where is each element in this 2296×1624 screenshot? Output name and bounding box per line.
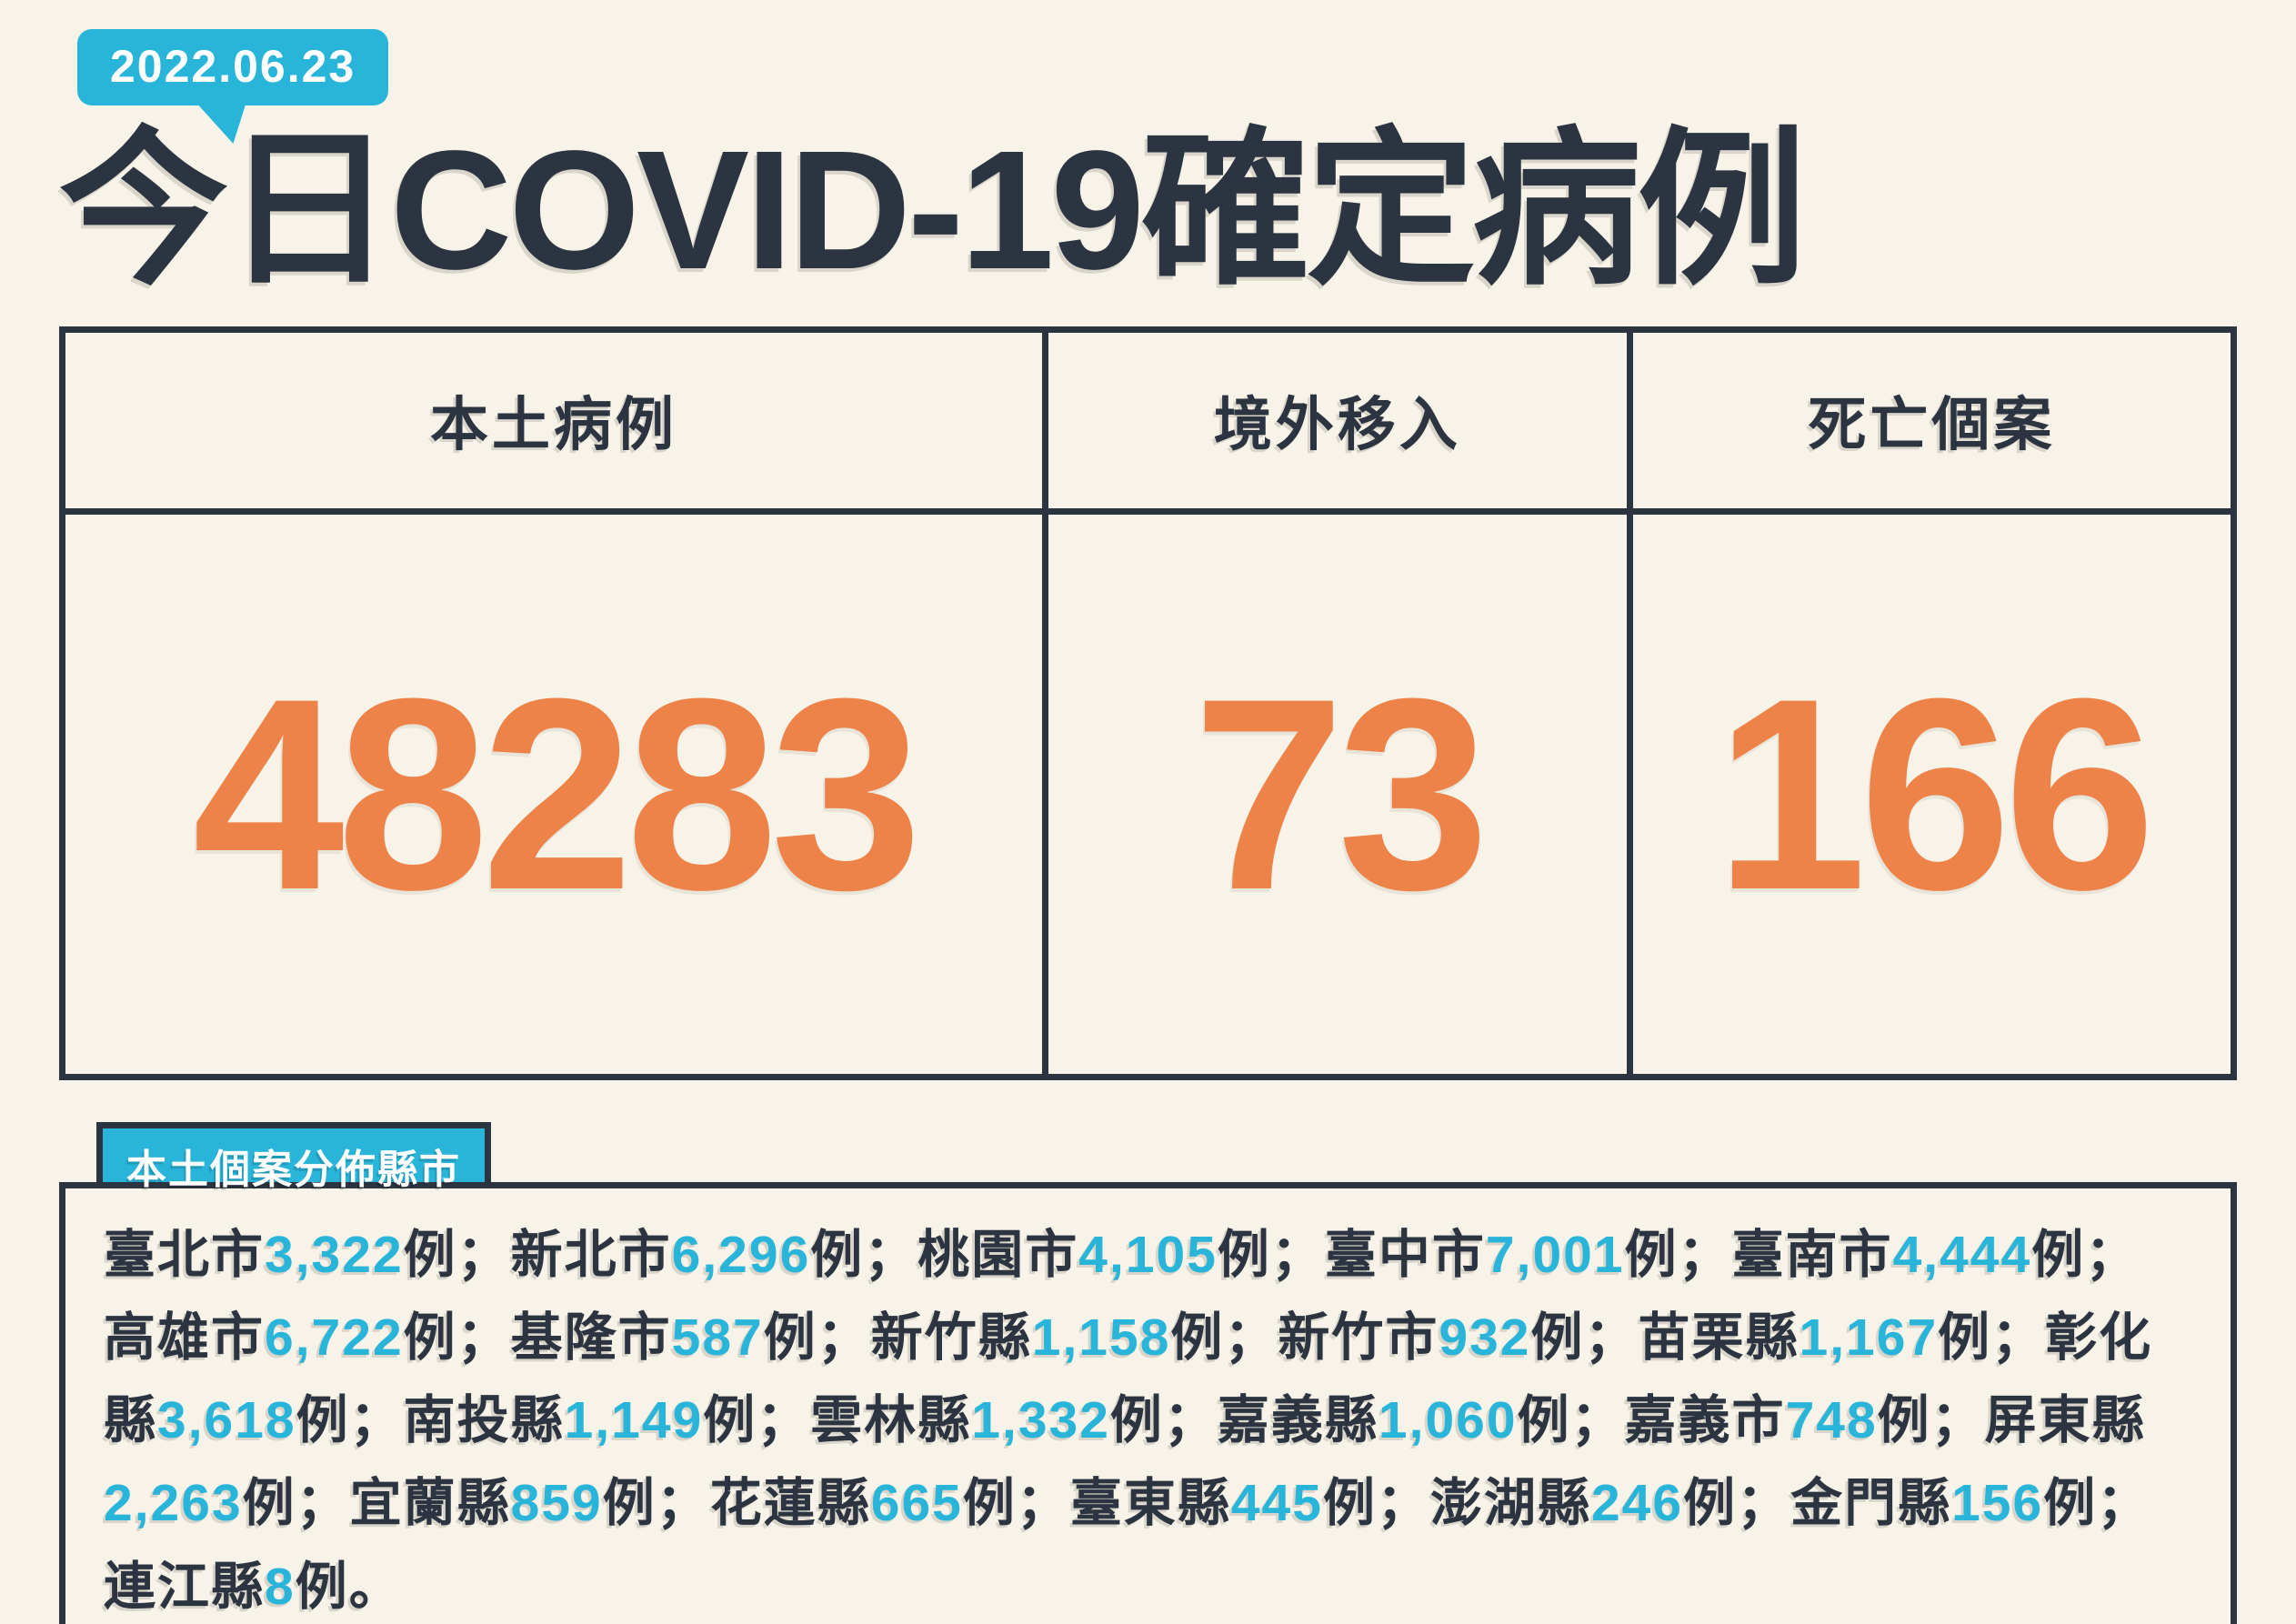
region-count: 6,296: [671, 1225, 811, 1284]
value-cell-local: 48283: [65, 514, 1048, 1074]
region-count: 246: [1590, 1474, 1684, 1533]
region-name: 臺中市: [1324, 1225, 1486, 1284]
region-name: 臺南市: [1731, 1225, 1893, 1284]
region-suffix: 例；: [1877, 1391, 1985, 1450]
region-suffix: 例；: [1170, 1308, 1278, 1368]
region-name: 澎湖縣: [1429, 1474, 1591, 1533]
region-count: 2,263: [104, 1474, 243, 1533]
region-count: 1,149: [564, 1391, 704, 1450]
region-suffix: 例；: [602, 1474, 710, 1533]
date-badge: 2022.06.23: [77, 29, 389, 144]
region-count: 859: [510, 1474, 603, 1533]
page-title: 今日COVID-19確定病例: [59, 116, 1807, 305]
summary-table: 本土病例 境外移入 死亡個案 48283 73 166: [59, 326, 2237, 1080]
region-name: 雲林縣: [810, 1391, 972, 1450]
region-suffix: 例；: [1624, 1225, 1732, 1284]
region-name: 彰化縣: [104, 1308, 2153, 1450]
header-cell-imported: 境外移入: [1048, 332, 1633, 515]
region-name: 新竹縣: [870, 1308, 1032, 1368]
region-count: 1,332: [971, 1391, 1110, 1450]
region-suffix: 例；: [1217, 1225, 1325, 1284]
region-suffix: 例；: [403, 1308, 511, 1368]
region-name: 桃園市: [917, 1225, 1079, 1284]
region-name: 宜蘭縣: [349, 1474, 511, 1533]
region-name: 花蓮縣: [709, 1474, 871, 1533]
value-cell-imported: 73: [1048, 514, 1633, 1074]
region-name: 苗栗縣: [1638, 1308, 1800, 1368]
region-suffix: 例；: [810, 1225, 918, 1284]
region-name: 南投縣: [403, 1391, 565, 1450]
region-name: 新竹市: [1278, 1308, 1439, 1368]
header-label-deaths: 死亡個案: [1808, 392, 2056, 458]
region-name: 連江縣: [104, 1557, 265, 1616]
imported-cases-value: 73: [1193, 641, 1489, 947]
header-cell-local: 本土病例: [65, 332, 1048, 515]
region-suffix: 例；: [403, 1225, 511, 1284]
region-count: 3,322: [265, 1225, 404, 1284]
region-suffix: 例；: [1938, 1308, 2046, 1368]
region-name: 高雄市: [104, 1308, 265, 1368]
region-count: 3,618: [157, 1391, 296, 1450]
region-count: 445: [1230, 1474, 1323, 1533]
region-count: 156: [1951, 1474, 2044, 1533]
region-count: 587: [671, 1308, 764, 1368]
distribution-tab: 本土個案分佈縣市: [96, 1121, 491, 1192]
region-suffix: 例；: [1683, 1474, 1791, 1533]
distribution-tab-label: 本土個案分佈縣市: [126, 1147, 461, 1192]
region-count: 1,158: [1031, 1308, 1171, 1368]
header-label-imported: 境外移入: [1213, 392, 1461, 458]
region-name: 新北市: [510, 1225, 672, 1284]
region-name: 基隆市: [510, 1308, 672, 1368]
region-suffix: 例；: [962, 1474, 1070, 1533]
region-name: 嘉義市: [1624, 1391, 1786, 1450]
region-suffix: 例；: [242, 1474, 350, 1533]
region-name: 嘉義縣: [1217, 1391, 1379, 1450]
region-count: 4,444: [1892, 1225, 2032, 1284]
region-suffix: 例；: [763, 1308, 871, 1368]
region-suffix: 例；: [1517, 1391, 1625, 1450]
region-suffix: 例；: [296, 1391, 404, 1450]
region-suffix: 例；: [703, 1391, 811, 1450]
region-suffix: 例；: [1109, 1391, 1218, 1450]
distribution-box: 本土個案分佈縣市 臺北市3,322例；新北市6,296例；桃園市4,105例；臺…: [59, 1121, 2237, 1624]
header-cell-deaths: 死亡個案: [1632, 333, 2231, 515]
region-name: 屏東縣: [1984, 1391, 2146, 1450]
deaths-value: 166: [1715, 641, 2156, 947]
region-suffix: 例。: [295, 1557, 403, 1616]
distribution-text: 臺北市3,322例；新北市6,296例；桃園市4,105例；臺中市7,001例；…: [104, 1214, 2192, 1624]
region-count: 932: [1439, 1308, 1531, 1368]
local-cases-value: 48283: [192, 641, 922, 947]
region-count: 665: [870, 1474, 963, 1533]
header-label-local: 本土病例: [429, 392, 677, 458]
region-count: 4,105: [1078, 1225, 1218, 1284]
region-suffix: 例；: [1322, 1474, 1430, 1533]
region-count: 7,001: [1485, 1225, 1625, 1284]
region-count: 1,060: [1378, 1391, 1518, 1450]
region-count: 1,167: [1799, 1308, 1939, 1368]
region-suffix: 例；: [2031, 1225, 2140, 1284]
region-suffix: 例；: [1530, 1308, 1639, 1368]
region-name: 金門縣: [1790, 1474, 1952, 1533]
date-badge-label: 2022.06.23: [110, 41, 356, 92]
value-cell-deaths: 166: [1633, 515, 2231, 1074]
region-count: 748: [1785, 1391, 1878, 1450]
region-count: 6,722: [265, 1308, 404, 1368]
region-suffix: 例；: [2043, 1474, 2151, 1533]
region-name: 臺東縣: [1069, 1474, 1231, 1533]
region-name: 臺北市: [104, 1225, 265, 1284]
region-count: 8: [265, 1557, 296, 1616]
